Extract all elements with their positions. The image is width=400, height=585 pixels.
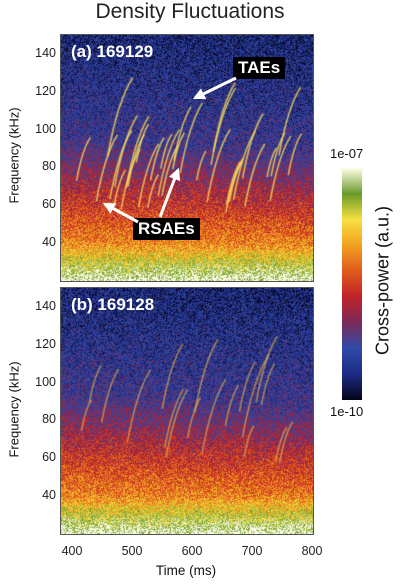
colorbar-min-label: 1e-10 (330, 404, 364, 419)
y-tick-label-b: 140 (35, 298, 56, 313)
y-tick-label-a: 100 (35, 121, 56, 136)
panel-a-label: (a) 169129 (71, 42, 154, 61)
spectrogram-panel-b: (b) 169128 (60, 287, 314, 535)
y-tick-label-a: 140 (35, 45, 56, 60)
x-tick-label: 400 (61, 544, 83, 558)
x-tick-label: 700 (241, 544, 263, 558)
y-tick-label-b: 120 (35, 336, 56, 351)
x-axis-label: Time (ms) (155, 563, 217, 578)
spectrogram-panel-a: (a) 169129 TAEs RSAEs (60, 34, 314, 282)
y-axis-label-b: Frequency (kHz) (6, 361, 22, 458)
tae-annotation: TAEs (233, 57, 286, 79)
y-axis-label-a: Frequency (kHz) (6, 107, 22, 204)
colorbar (342, 168, 362, 400)
y-tick-label-a: 80 (42, 159, 56, 174)
y-tick-label-a: 40 (42, 235, 56, 250)
spectrogram-b-image (61, 288, 313, 534)
colorbar-max-label: 1e-07 (330, 146, 364, 161)
x-tick-label: 800 (301, 544, 323, 558)
colorbar-title: Cross-power (a.u.) (372, 205, 393, 356)
rsae-annotation: RSAEs (133, 218, 200, 240)
y-tick-label-b: 60 (42, 450, 56, 465)
y-tick-label-b: 40 (42, 488, 56, 503)
x-tick-label: 600 (181, 544, 203, 558)
y-tick-label-b: 80 (42, 412, 56, 427)
x-tick-label: 500 (121, 544, 143, 558)
panel-b-label: (b) 169128 (71, 295, 155, 314)
chart-title: Density Fluctuations (95, 0, 285, 23)
y-tick-label-b: 100 (35, 374, 56, 389)
y-tick-label-a: 60 (42, 197, 56, 212)
y-tick-label-a: 120 (35, 83, 56, 98)
